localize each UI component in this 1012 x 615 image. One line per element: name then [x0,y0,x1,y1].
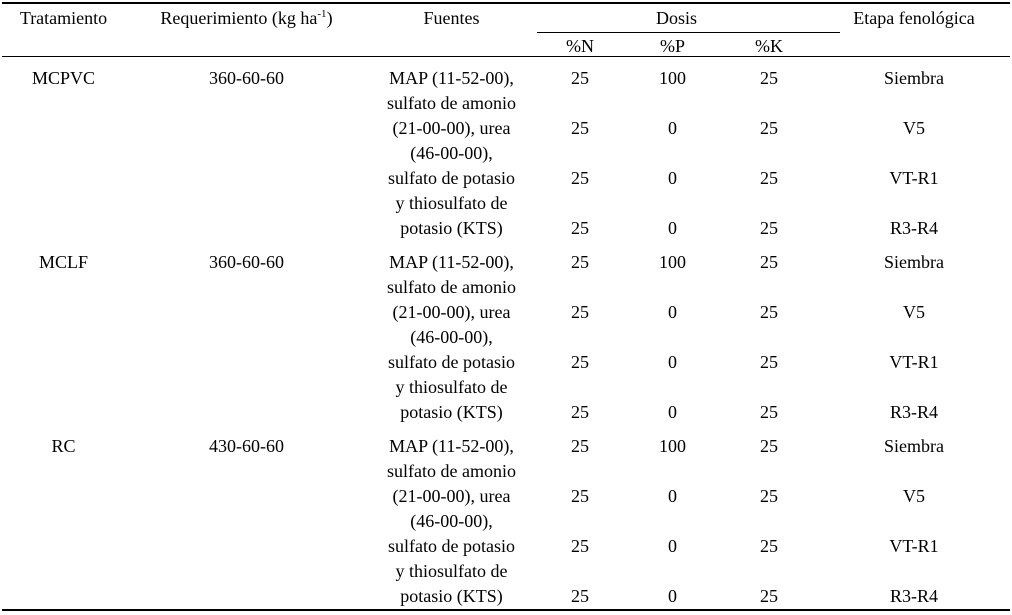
fuentes-line: sulfato de potasio [388,536,515,556]
fuentes-line: MAP (11-52-00), [389,252,514,272]
dosis-p-cell: 0 [668,118,677,138]
dosis-p-cell: 100 [659,436,686,456]
header-pct-n: %N [566,36,594,56]
fuentes-cell: MAP (11-52-00), sulfato de amonio (21-00… [368,66,535,241]
dosis-n-cell: 25 [571,302,589,322]
fuentes-line: (21-00-00), urea [392,302,511,322]
tratamiento-cell: MCPVC [31,68,96,88]
table-body: MCPVC 360-60-60 MAP (11-52-00), sulfato … [2,57,1010,611]
dosis-n-cell: 25 [571,352,589,372]
header-requerimiento: Requerimiento (kg ha-1) [125,4,368,34]
dosis-p-cell: 0 [668,486,677,506]
fuentes-line: potasio (KTS) [400,402,503,422]
dosis-p-cell: 0 [668,168,677,188]
treatment-block-rc: RC 430-60-60 MAP (11-52-00), sulfato de … [2,425,1010,609]
dosis-n-cell: 25 [571,218,589,238]
etapa-cell: VT-R1 [889,168,939,188]
fuentes-cell: MAP (11-52-00), sulfato de amonio (21-00… [368,434,535,609]
fuentes-line: potasio (KTS) [400,218,503,238]
fuentes-line: (46-00-00), [410,511,493,531]
dosis-group-underline [537,32,840,33]
dosis-k-cell: 25 [760,302,778,322]
dosis-n-cell: 25 [571,436,589,456]
etapa-cell: R3-R4 [889,402,938,422]
dosis-n-cell: 25 [571,536,589,556]
dosis-p-cell: 0 [668,402,677,422]
dosis-k-cell: 25 [760,402,778,422]
dosis-k-cell: 25 [760,536,778,556]
header-requerimiento-text: Requerimiento (kg ha [160,8,318,28]
table-header: Tratamiento Requerimiento (kg ha-1) Fuen… [2,2,1010,57]
fuentes-line: (46-00-00), [410,143,493,163]
header-fuentes: Fuentes [423,8,480,28]
fuentes-line: (46-00-00), [410,327,493,347]
fuentes-line: y thiosulfato de [395,193,508,213]
header-requerimiento-superscript: -1 [317,8,327,20]
fuentes-line: sulfato de potasio [388,168,515,188]
dosis-k-cell: 25 [760,252,778,272]
requerimiento-cell: 360-60-60 [209,252,284,272]
fuentes-line: sulfato de amonio [387,461,516,481]
etapa-cell: R3-R4 [889,586,938,606]
header-tratamiento: Tratamiento [19,8,108,28]
etapa-cell: Siembra [884,252,944,272]
dosis-k-cell: 25 [760,486,778,506]
dosis-n-cell: 25 [571,168,589,188]
header-pct-p: %P [659,36,685,56]
etapa-cell: V5 [903,118,925,138]
dosis-p-cell: 0 [668,536,677,556]
etapa-cell: V5 [903,486,925,506]
dosis-n-cell: 25 [571,118,589,138]
dosis-n-cell: 25 [571,68,589,88]
fuentes-line: y thiosulfato de [395,561,508,581]
fuentes-line: y thiosulfato de [395,377,508,397]
dosis-p-cell: 0 [668,586,677,606]
fuentes-line: sulfato de amonio [387,277,516,297]
dosis-n-cell: 25 [571,402,589,422]
dosis-p-cell: 0 [668,302,677,322]
fuentes-line: (21-00-00), urea [392,486,511,506]
dosis-k-cell: 25 [760,218,778,238]
etapa-cell: Siembra [884,436,944,456]
dosis-n-cell: 25 [571,586,589,606]
dosis-p-cell: 100 [659,252,686,272]
dosis-k-cell: 25 [760,436,778,456]
dosis-k-cell: 25 [760,586,778,606]
etapa-cell: VT-R1 [889,536,939,556]
fuentes-line: MAP (11-52-00), [389,68,514,88]
fuentes-cell: MAP (11-52-00), sulfato de amonio (21-00… [368,250,535,425]
treatment-block-mclf: MCLF 360-60-60 MAP (11-52-00), sulfato d… [2,241,1010,425]
dosis-k-cell: 25 [760,118,778,138]
fuentes-line: MAP (11-52-00), [389,436,514,456]
dosis-n-cell: 25 [571,252,589,272]
dosis-k-cell: 25 [760,168,778,188]
dosis-p-cell: 0 [668,352,677,372]
header-etapa-fenologica: Etapa fenológica [853,8,975,28]
treatment-block-mcpvc: MCPVC 360-60-60 MAP (11-52-00), sulfato … [2,57,1010,241]
tratamiento-cell: RC [51,436,76,456]
dosis-k-cell: 25 [760,68,778,88]
dosis-p-cell: 100 [659,68,686,88]
header-requerimiento-close: ) [326,8,333,28]
requerimiento-cell: 360-60-60 [209,68,284,88]
fuentes-line: (21-00-00), urea [392,118,511,138]
fuentes-line: sulfato de amonio [387,93,516,113]
requerimiento-cell: 430-60-60 [209,436,284,456]
dosis-p-cell: 0 [668,218,677,238]
fuentes-line: sulfato de potasio [388,352,515,372]
etapa-cell: V5 [903,302,925,322]
header-pct-k: %K [755,36,783,56]
fuentes-line: potasio (KTS) [400,586,503,606]
etapa-cell: Siembra [884,68,944,88]
dosis-k-cell: 25 [760,352,778,372]
etapa-cell: R3-R4 [889,218,938,238]
header-dosis: Dosis [655,8,697,28]
dosis-n-cell: 25 [571,486,589,506]
etapa-cell: VT-R1 [889,352,939,372]
tratamiento-cell: MCLF [38,252,89,272]
